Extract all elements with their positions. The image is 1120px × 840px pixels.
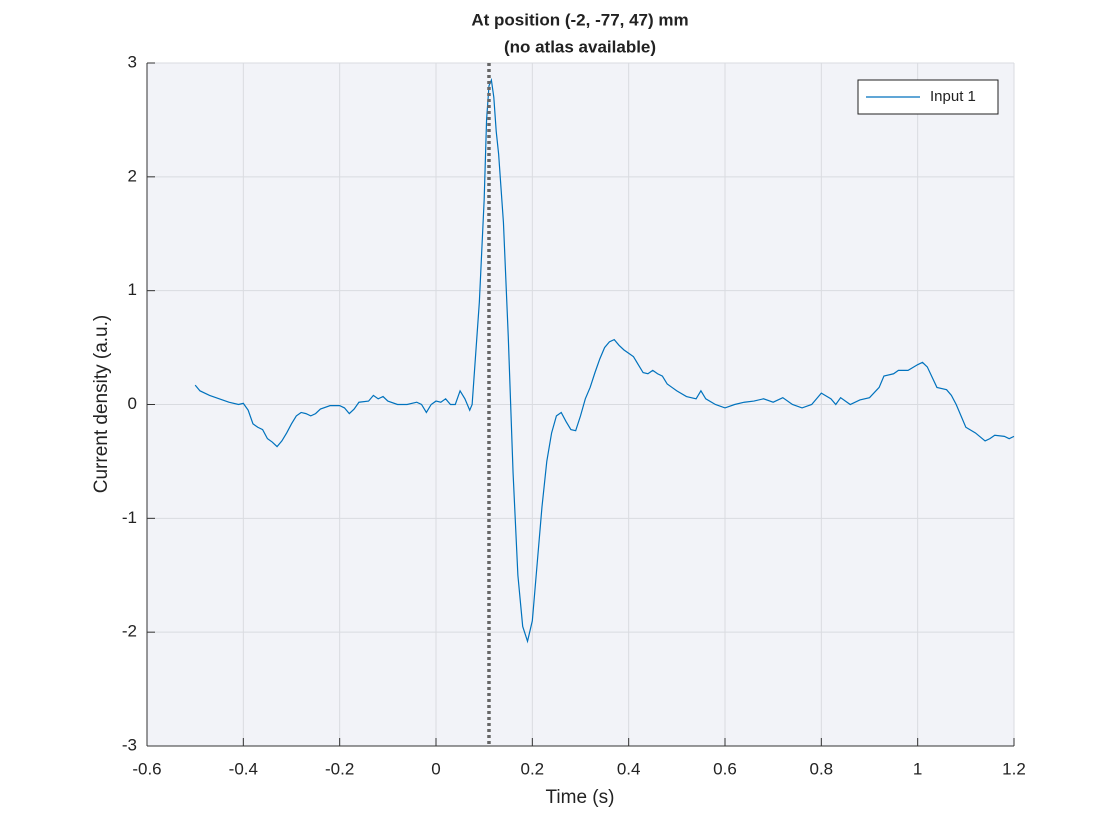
y-tick-label: 2 [128,166,137,185]
y-tick-label: 3 [128,52,137,71]
x-axis-label: Time (s) [546,787,615,808]
x-tick-label: 1 [913,759,922,778]
chart-title: At position (-2, -77, 47) mm [471,10,688,29]
x-tick-label: 0.4 [617,759,641,778]
x-tick-label: -0.2 [325,759,354,778]
y-axis-label: Current density (a.u.) [91,315,112,493]
data-line [194,77,1015,644]
y-tick-label: -3 [122,735,137,754]
x-tick-label: 0.8 [810,759,834,778]
y-tick-label: 1 [128,280,137,299]
x-tick-label: 1.2 [1002,759,1026,778]
y-tick-label: -2 [122,622,137,641]
x-tick-label: -0.4 [229,759,258,778]
x-tick-label: 0.6 [713,759,737,778]
x-tick-label: 0.2 [521,759,545,778]
legend-label: Input 1 [930,88,976,105]
y-tick-label: 0 [128,394,137,413]
y-tick-label: -1 [122,508,137,527]
x-tick-label: 0 [431,759,440,778]
x-tick-label: -0.6 [132,759,161,778]
chart-subtitle: (no atlas available) [504,37,656,56]
